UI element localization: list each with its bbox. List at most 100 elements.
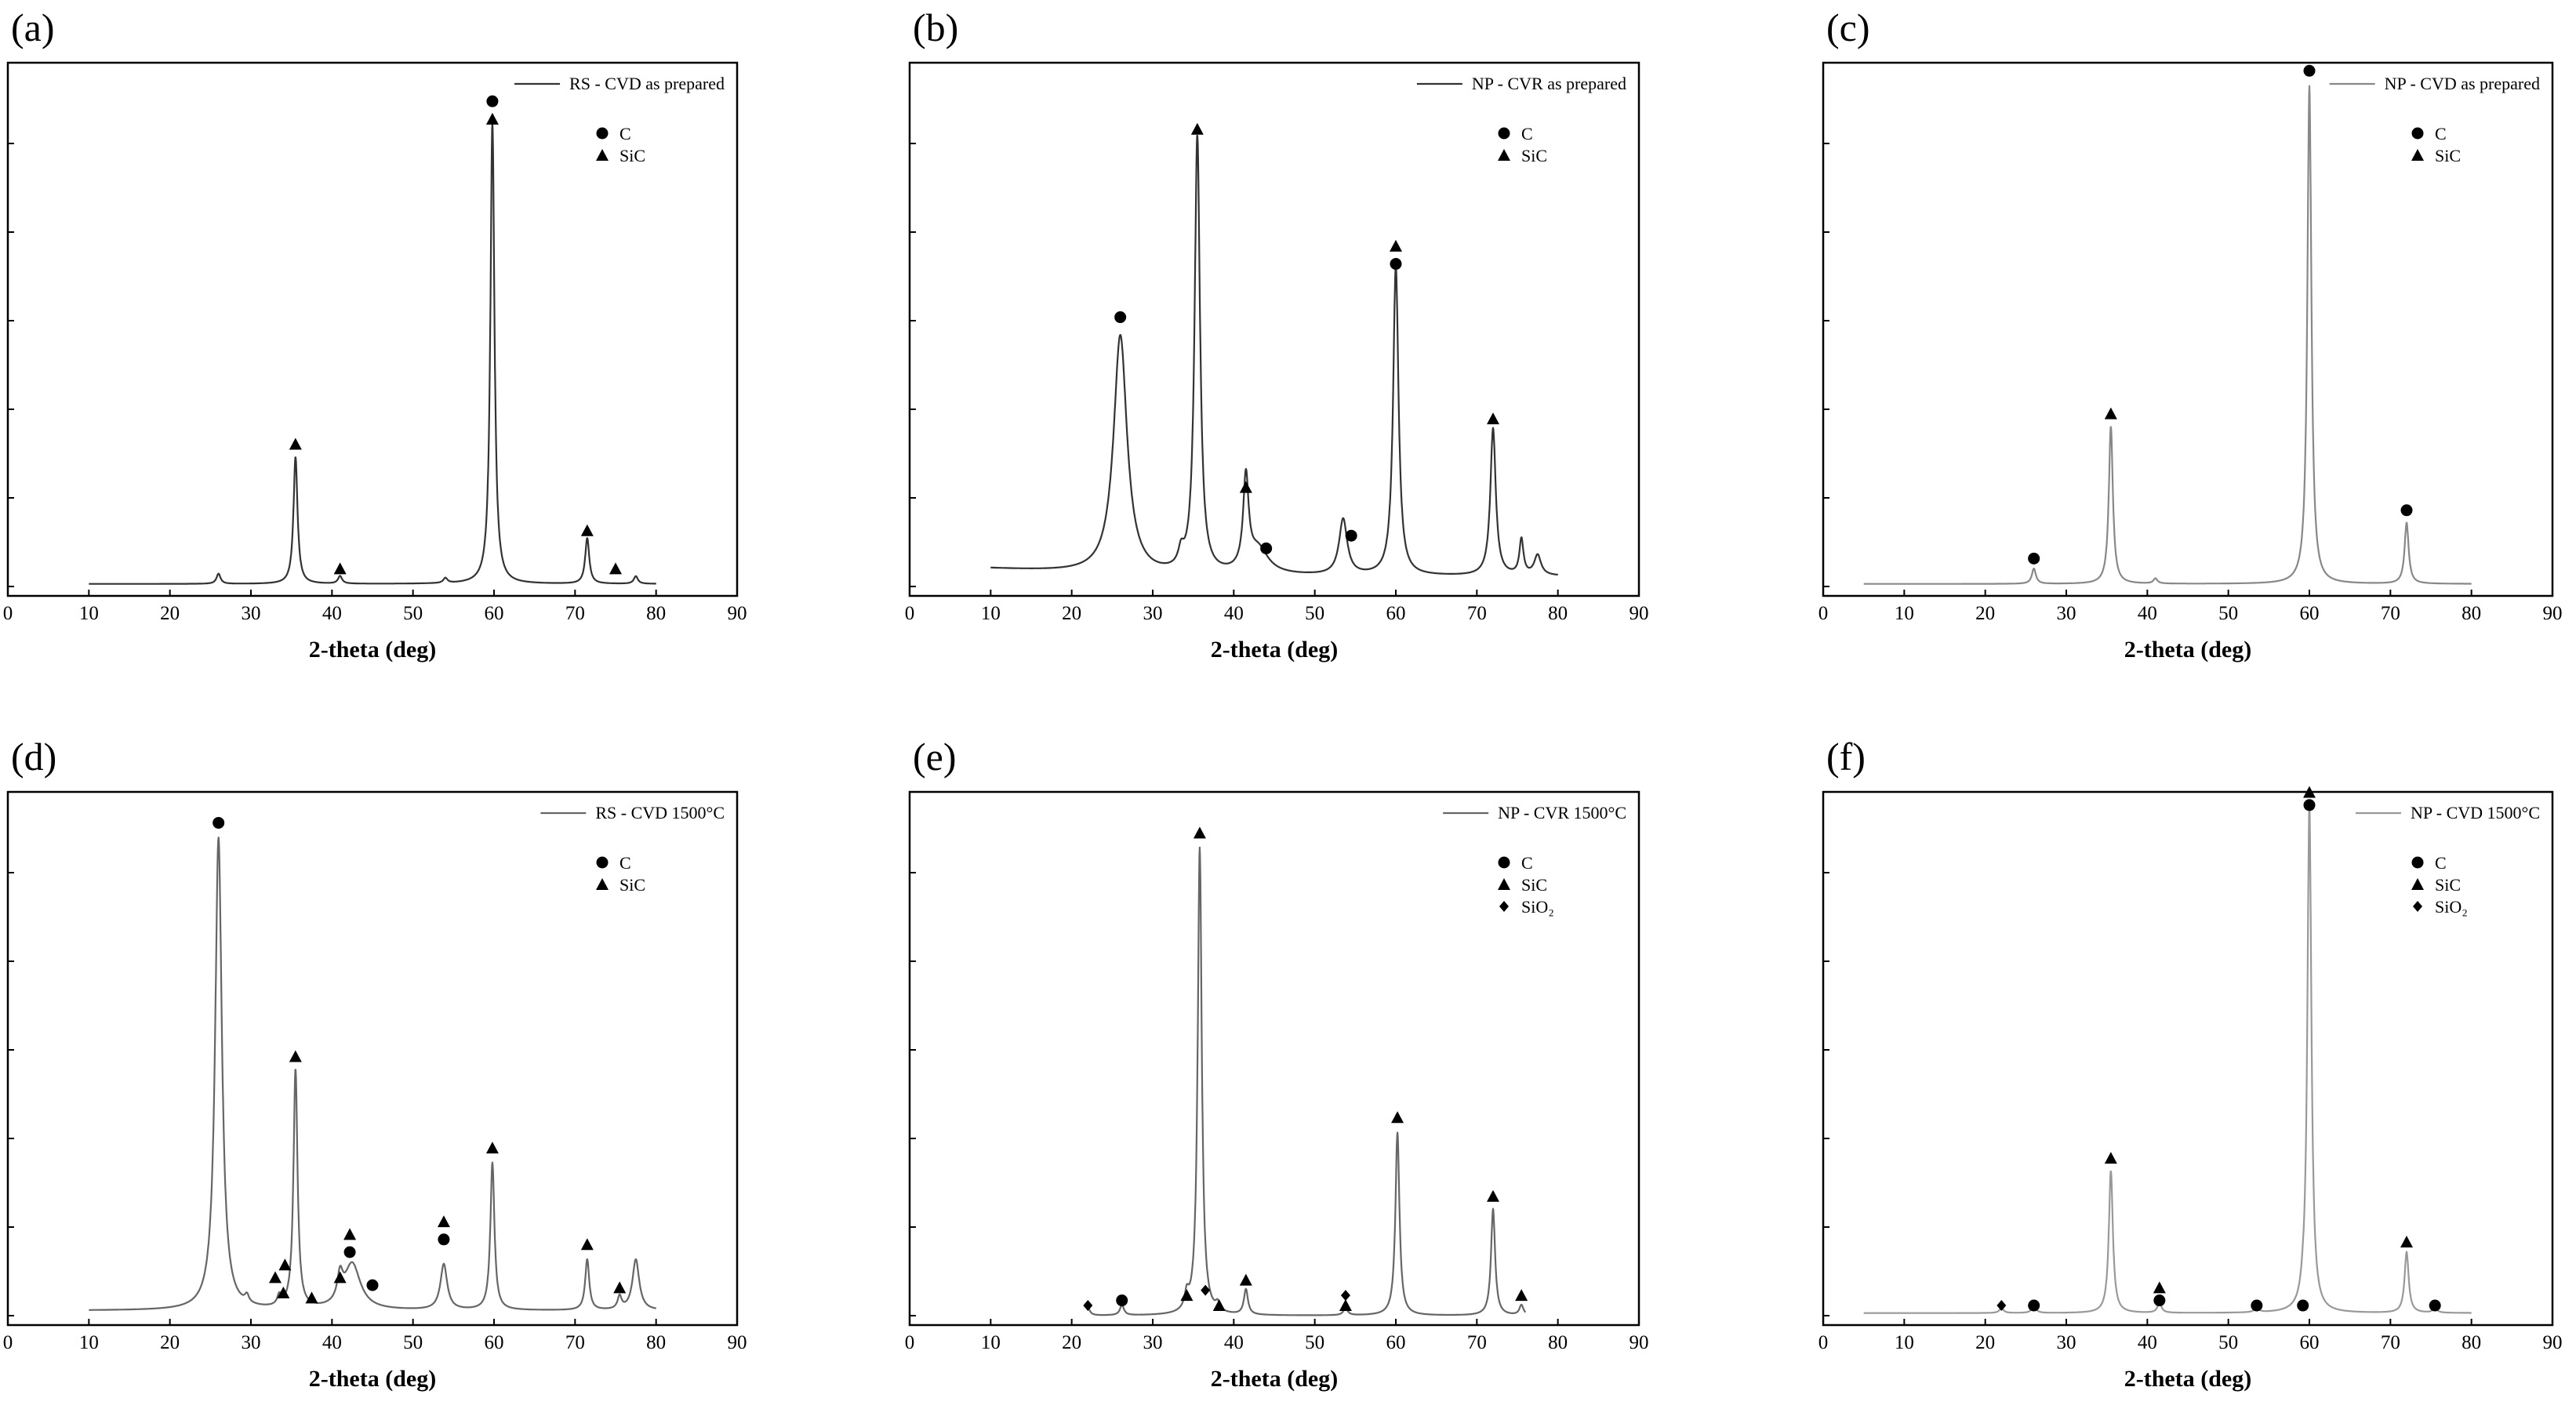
chart-panel: (a) 0 10 20 30 40 50 60 70 80 90 2-theta (deg) RS - … bbox=[0, 0, 855, 698]
x-tick-label: 50 bbox=[403, 603, 423, 624]
peak-marker-triangle bbox=[269, 1271, 282, 1284]
legend-marker-label: SiC bbox=[2435, 146, 2461, 165]
legend-marker-diamond bbox=[1499, 901, 1509, 912]
x-tick-label: 0 bbox=[3, 603, 13, 624]
legend-marker-circle bbox=[1498, 127, 1510, 140]
peak-marker-triangle bbox=[2153, 1281, 2166, 1294]
panel-label: (b) bbox=[913, 5, 958, 49]
peak-marker-triangle bbox=[278, 1258, 292, 1271]
legend-marker-triangle bbox=[2411, 149, 2424, 161]
x-tick-label: 30 bbox=[242, 603, 261, 624]
series-line bbox=[990, 135, 1559, 576]
x-tick-label: 60 bbox=[485, 1332, 504, 1353]
x-tick-label: 50 bbox=[1305, 603, 1324, 624]
peak-marker-circle bbox=[486, 95, 499, 107]
series-line bbox=[88, 120, 657, 585]
legend-marker-triangle bbox=[596, 878, 609, 890]
peak-marker-triangle bbox=[1339, 1299, 1352, 1312]
x-tick-label: 90 bbox=[1630, 1332, 1649, 1353]
x-axis-title: 2-theta (deg) bbox=[2124, 1366, 2251, 1392]
x-tick-label: 60 bbox=[2300, 603, 2320, 624]
legend-label: RS - CVD 1500°C bbox=[595, 803, 725, 822]
legend-marker-label: SiC bbox=[1521, 146, 1547, 165]
legend-marker-label: C bbox=[619, 853, 631, 873]
chart-svg: (c) 0 10 20 30 40 50 60 70 80 90 2-theta (deg) NP - … bbox=[1818, 5, 2563, 663]
x-tick-label: 20 bbox=[1975, 603, 1995, 624]
peak-marker-circle bbox=[343, 1246, 356, 1258]
peak-marker-diamond bbox=[1201, 1284, 1211, 1296]
legend-label: RS - CVD as prepared bbox=[569, 74, 725, 93]
peak-marker-circle bbox=[438, 1233, 450, 1246]
peak-marker-circle bbox=[366, 1279, 379, 1291]
peak-marker-circle bbox=[2153, 1294, 2166, 1307]
legend-marker-diamond bbox=[2413, 901, 2422, 912]
peak-marker-circle bbox=[2028, 552, 2040, 565]
peak-marker-diamond bbox=[1340, 1290, 1350, 1302]
peak-marker-circle bbox=[2303, 64, 2316, 77]
x-tick-label: 40 bbox=[322, 1332, 342, 1353]
x-tick-label: 70 bbox=[1467, 1332, 1487, 1353]
x-tick-label: 30 bbox=[1143, 603, 1163, 624]
legend-marker-label: SiO₂ bbox=[2435, 897, 2468, 917]
x-axis-title: 2-theta (deg) bbox=[1211, 1366, 1338, 1392]
x-tick-label: 40 bbox=[2138, 1332, 2157, 1353]
x-tick-label: 40 bbox=[2138, 603, 2157, 624]
peak-marker-circle bbox=[1116, 1294, 1128, 1307]
peak-marker-triangle bbox=[1212, 1299, 1226, 1312]
x-tick-label: 80 bbox=[2462, 603, 2481, 624]
x-tick-label: 20 bbox=[1062, 603, 1081, 624]
legend-marker-circle bbox=[1498, 856, 1510, 869]
peak-marker-circle bbox=[2028, 1299, 2040, 1312]
legend-marker-triangle bbox=[1498, 878, 1510, 890]
peak-marker-circle bbox=[2251, 1299, 2263, 1312]
peak-marker-triangle bbox=[343, 1228, 357, 1240]
chart-panel: (c) 0 10 20 30 40 50 60 70 80 90 2-theta (deg) NP - … bbox=[1815, 0, 2576, 698]
x-tick-label: 20 bbox=[160, 603, 180, 624]
legend-marker-triangle bbox=[1498, 149, 1510, 161]
x-tick-label: 0 bbox=[1818, 603, 1829, 624]
x-tick-label: 50 bbox=[2218, 1332, 2238, 1353]
x-tick-label: 90 bbox=[1630, 603, 1649, 624]
peak-marker-triangle bbox=[333, 562, 347, 575]
peak-marker-triangle bbox=[485, 1142, 499, 1154]
peak-marker-triangle bbox=[613, 1281, 627, 1294]
peak-marker-circle bbox=[2400, 504, 2413, 517]
chart-panel: (f) 0 10 20 30 40 50 60 70 80 90 2-theta (deg) NP - … bbox=[1815, 729, 2576, 1427]
plot-frame bbox=[908, 790, 1640, 1327]
x-tick-label: 40 bbox=[1224, 1332, 1244, 1353]
legend-marker-triangle bbox=[596, 149, 609, 161]
series-line bbox=[1863, 806, 2472, 1314]
peak-marker-triangle bbox=[1390, 239, 1402, 252]
chart-svg: (f) 0 10 20 30 40 50 60 70 80 90 2-theta (deg) NP - … bbox=[1818, 735, 2563, 1392]
x-axis-title: 2-theta (deg) bbox=[1211, 637, 1338, 663]
x-tick-label: 10 bbox=[1895, 1332, 1914, 1353]
panel-label: (a) bbox=[11, 5, 55, 49]
x-tick-label: 40 bbox=[322, 603, 342, 624]
x-tick-label: 10 bbox=[1895, 603, 1914, 624]
x-tick-label: 0 bbox=[905, 603, 915, 624]
x-tick-label: 30 bbox=[242, 1332, 261, 1353]
legend-marker-triangle bbox=[2411, 878, 2424, 890]
chart-svg: (e) 0 10 20 30 40 50 60 70 80 90 2-theta (deg) NP - … bbox=[905, 735, 1649, 1392]
peak-marker-triangle bbox=[333, 1271, 347, 1284]
x-tick-label: 30 bbox=[2057, 603, 2076, 624]
x-tick-label: 80 bbox=[646, 603, 666, 624]
x-tick-label: 60 bbox=[485, 603, 504, 624]
peak-marker-circle bbox=[1390, 258, 1402, 271]
legend-marker-label: C bbox=[619, 124, 631, 143]
panel-label: (d) bbox=[11, 735, 56, 779]
x-tick-label: 30 bbox=[1143, 1332, 1163, 1353]
legend-marker-circle bbox=[2411, 856, 2424, 869]
x-tick-label: 70 bbox=[1467, 603, 1487, 624]
legend-marker-label: C bbox=[2435, 124, 2447, 143]
peak-marker-triangle bbox=[2400, 1236, 2413, 1248]
x-tick-label: 50 bbox=[2218, 603, 2238, 624]
peak-marker-circle bbox=[2303, 799, 2316, 812]
peak-marker-triangle bbox=[2303, 786, 2316, 798]
legend-label: NP - CVD as prepared bbox=[2385, 74, 2540, 93]
peak-marker-circle bbox=[1345, 529, 1357, 542]
peak-marker-triangle bbox=[1391, 1111, 1404, 1124]
x-tick-label: 90 bbox=[2543, 603, 2563, 624]
plot-frame bbox=[1822, 790, 2554, 1327]
peak-marker-circle bbox=[1260, 542, 1273, 554]
